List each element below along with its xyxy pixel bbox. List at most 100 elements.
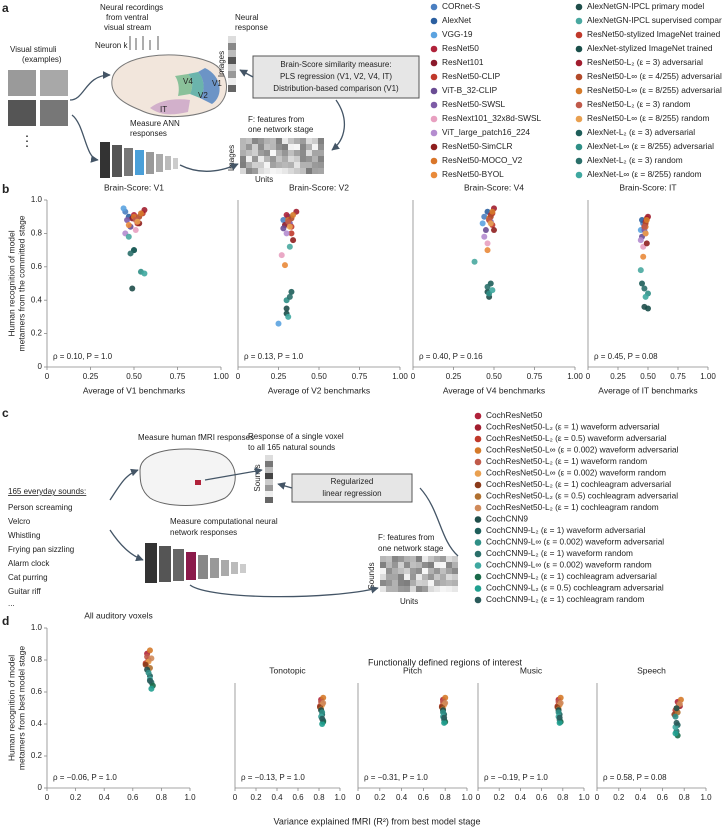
heatmap-cell [416,562,422,568]
y-tick-label: 0 [38,783,43,792]
legend-marker [474,481,482,489]
heatmap-cell [312,162,318,168]
point [124,217,131,224]
point [286,223,293,230]
heatmap-cell [282,144,288,150]
x-axis-label: Average of V1 benchmarks [83,385,185,395]
x-tick-label: 0.4 [635,793,647,802]
point [673,719,680,726]
legend-marker [430,73,438,81]
heatmap-cell [410,556,416,562]
heatmap-cell [276,168,282,174]
heatmap-cell [410,580,416,586]
heatmap-cell [252,156,258,162]
legend-marker [430,157,438,165]
heatmap-cell [386,586,392,592]
arrow [239,69,254,78]
heatmap-cell [246,144,252,150]
point [319,715,326,722]
legend-marker [474,435,482,443]
heatmap-cell [300,156,306,162]
heatmap-cell [440,568,446,574]
legend-marker [474,447,482,454]
legend-marker [474,424,482,431]
heatmap-cell [398,574,404,580]
heatmap-cell [422,580,428,586]
annotation: ρ = 0.40, P = 0.16 [419,352,483,361]
sound: ... [8,599,15,608]
label: from ventral [106,13,148,22]
annotation: ρ = −0.13, P = 1.0 [241,773,305,782]
legend-label: ViT_large_patch16_224 [442,127,530,137]
legend-marker [430,129,438,137]
x-tick-label: 0.6 [418,793,430,802]
legend-label: CochCNN9-L∞ (ε = 0.002) waveform adversa… [486,537,664,547]
point [484,247,491,254]
heatmap-cell [416,580,422,586]
heatmap-cell [446,586,452,592]
legend-label: ResNet50-stylized ImageNet trained [587,29,721,39]
label: Neuron k [95,41,128,50]
legend-marker [474,562,482,569]
x-tick-label: 0 [411,372,416,381]
heatmap-cell [318,168,324,174]
heatmap-cell [318,162,324,168]
point [281,262,288,269]
point [641,223,648,230]
heatmap-cell [386,568,392,574]
sound: Velcro [8,517,31,526]
heatmap-cell [312,168,318,174]
heatmap-cell [428,562,434,568]
x-tick-label: 0.50 [311,372,327,381]
brain [139,448,236,506]
label: Units [400,597,418,606]
label: Regularized [331,477,374,486]
heatmap-cell [380,574,386,580]
legend-label: VGG-19 [442,29,473,39]
heatmap-cell [240,138,246,144]
legend-label: CORnet-S [442,1,481,11]
point [442,699,449,706]
heatmap-cell [270,162,276,168]
y-axis-label: Human recognition of model [6,230,16,336]
point [320,699,327,706]
heatmap-cell [392,586,398,592]
heatmap-cell [318,144,324,150]
heatmap-cell [404,556,410,562]
heatmap-cell [428,580,434,586]
legend-label: ResNet50-L₂ (ε = 3) random [587,99,691,109]
annotation: ρ = 0.10, P = 1.0 [53,352,113,361]
heatmap-cell [270,138,276,144]
heatmap-cell [428,586,434,592]
x-tick-label: 0.75 [670,372,686,381]
heatmap-cell [288,168,294,174]
heatmap-cell [300,168,306,174]
chart-title: Brain-Score: V2 [289,182,349,192]
heatmap-cell [428,568,434,574]
heatmap-cell [300,162,306,168]
heatmap-cell [306,144,312,150]
legend-label: CochResNet50-L∞ (ε = 0.002) waveform ran… [486,468,666,478]
annotation: ρ = 0.45, P = 0.08 [594,352,658,361]
heatmap-cell [446,580,452,586]
chart-title: Music [520,665,543,675]
heatmap-cell [252,150,258,156]
x-tick-label: 0.75 [527,372,543,381]
heatmap-cell [434,586,440,592]
point [280,217,287,224]
point [556,714,563,721]
heatmap-cell [306,150,312,156]
x-axis-label: Average of IT benchmarks [598,385,697,395]
y-tick-label: 0.4 [31,295,43,304]
chart-title: Brain-Score: V4 [464,182,524,192]
heatmap-cell [452,580,458,586]
heatmap-cell [312,156,318,162]
annotation: ρ = −0.19, P = 1.0 [484,773,548,782]
legend-marker [575,115,583,123]
heatmap-cell [264,150,270,156]
point [645,305,651,312]
label: to all 165 natural sounds [248,443,335,452]
panel-label: b [2,182,9,196]
heatmap-cell [452,574,458,580]
sound: Alarm clock [8,559,50,568]
